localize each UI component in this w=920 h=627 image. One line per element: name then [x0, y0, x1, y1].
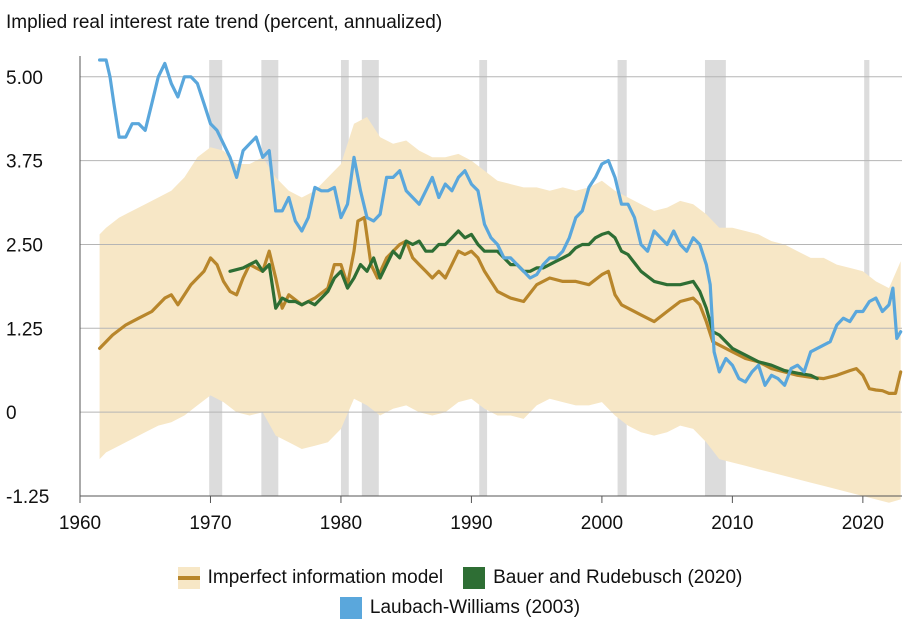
y-tick-label: 2.50 [6, 235, 43, 256]
x-tick-label: 2010 [711, 513, 753, 534]
x-tick-label: 1990 [450, 513, 492, 534]
confidence-band [99, 117, 901, 503]
legend-row-1: Imperfect information model Bauer and Ru… [0, 563, 920, 593]
legend-label-imperfect: Imperfect information model [207, 567, 444, 588]
series-line-laubach [98, 58, 903, 387]
y-tick-label: -1.25 [6, 487, 49, 508]
y-tick-label: 0 [6, 403, 17, 424]
legend-label-bauer: Bauer and Rudebusch (2020) [493, 567, 743, 588]
chart-title: Implied real interest rate trend (percen… [6, 12, 442, 33]
chart-svg: Implied real interest rate trend (percen… [6, 12, 903, 534]
gridlines [80, 76, 902, 413]
legend-item-imperfect: Imperfect information model [177, 567, 444, 589]
legend-item-bauer: Bauer and Rudebusch (2020) [463, 567, 742, 589]
confidence-band-area [99, 117, 901, 503]
legend-label-laubach: Laubach-Williams (2003) [369, 597, 581, 618]
y-tick-label: 3.75 [6, 152, 43, 173]
y-tick-labels: -1.25 0 1.25 2.50 3.75 5.00 [6, 68, 49, 508]
x-tick-label: 1970 [189, 513, 231, 534]
legend: Imperfect information model Bauer and Ru… [0, 563, 920, 623]
x-tick-label: 2000 [581, 513, 623, 534]
axes [79, 56, 902, 503]
legend-row-2: Laubach-Williams (2003) [0, 593, 920, 623]
y-tick-label: 1.25 [6, 319, 43, 340]
series-lines [98, 58, 903, 395]
legend-swatch-laubach [339, 597, 362, 619]
y-tick-label: 5.00 [6, 68, 43, 89]
x-tick-label: 2020 [842, 513, 884, 534]
legend-swatch-bauer [463, 567, 486, 589]
legend-item-laubach: Laubach-Williams (2003) [339, 597, 581, 619]
series-line-bauer [228, 229, 819, 381]
x-tick-labels: 1960 1970 1980 1990 2000 2010 2020 [59, 513, 884, 534]
legend-swatch-imperfect [177, 567, 200, 589]
x-tick-label: 1960 [59, 513, 101, 534]
x-tick-label: 1980 [320, 513, 362, 534]
